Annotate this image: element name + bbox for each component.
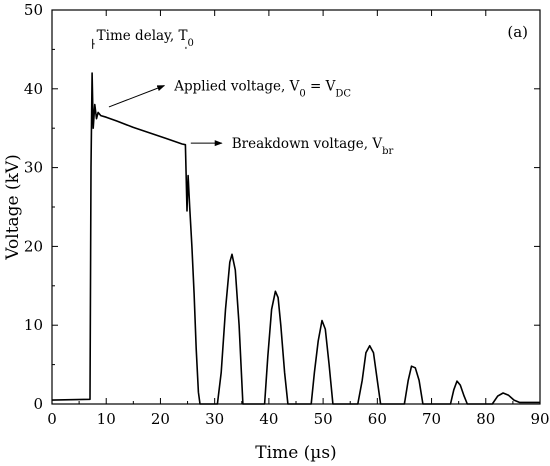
y-tick-label: 30 [24,159,43,177]
x-tick-label: 30 [205,410,224,428]
x-tick-label: 80 [476,410,495,428]
applied-label: Applied voltage, V0 = VDC [173,79,351,100]
y-tick-label: 50 [24,1,43,19]
y-tick-label: 10 [24,316,43,334]
x-axis-label: Time (µs) [255,443,336,463]
x-tick-label: 70 [422,410,441,428]
y-tick-label: 0 [33,395,43,413]
panel-label: (a) [507,23,528,41]
x-tick-label: 0 [47,410,57,428]
x-tick-label: 90 [530,410,549,428]
plot-area [51,72,540,405]
x-tick-label: 10 [97,410,116,428]
y-tick-label: 40 [24,80,43,98]
y-tick-label: 20 [24,237,43,255]
time-delay-label: Time delay, T0 [97,28,194,49]
time-delay-label-bg [94,26,189,47]
y-axis-label: Voltage (kV) [3,154,23,261]
voltage-series-line-0 [51,72,540,405]
x-tick-label: 40 [259,410,278,428]
x-tick-label: 50 [314,410,333,428]
x-tick-label: 20 [151,410,170,428]
breakdown-label: Breakdown voltage, Vbr [232,136,394,157]
x-tick-label: 60 [368,410,387,428]
x-axis-ticks: 0 10 20 30 40 50 60 70 80 90 [47,10,550,428]
plot-frame [51,9,541,405]
annotations: Time delay, T0 Applied voltage, V0 = VDC B… [92,26,394,157]
applied-arrow [108,85,166,108]
y-axis-ticks: 0 10 20 30 40 50 [24,1,540,413]
